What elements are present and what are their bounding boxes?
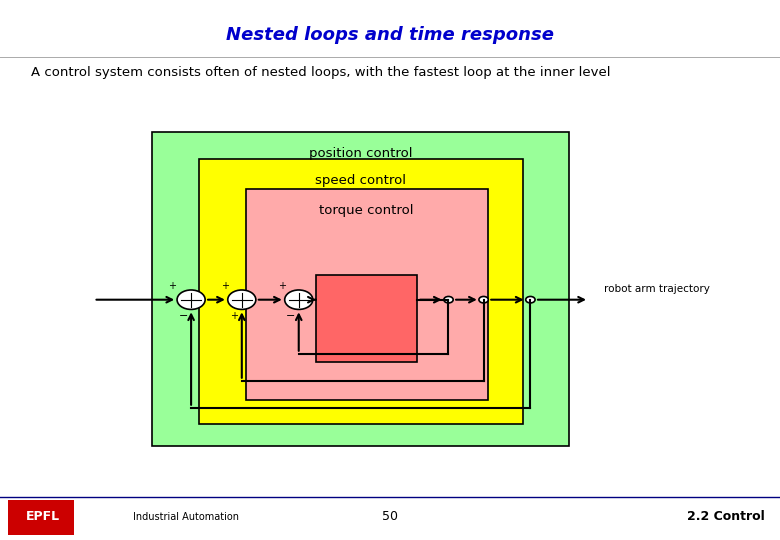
Text: +: + [168,281,176,291]
Text: robot arm trajectory: robot arm trajectory [604,284,711,294]
Text: speed control: speed control [315,174,406,187]
Text: −: − [286,311,296,321]
FancyBboxPatch shape [152,132,569,446]
Text: +: + [230,311,238,321]
Text: −: − [179,311,188,321]
Text: 50: 50 [382,510,398,523]
Circle shape [177,290,205,309]
Circle shape [526,296,535,303]
Circle shape [228,290,256,309]
Text: A control system consists often of nested loops, with the fastest loop at the in: A control system consists often of neste… [31,66,611,79]
FancyBboxPatch shape [199,159,523,424]
FancyBboxPatch shape [316,275,417,362]
Text: Nested loops and time response: Nested loops and time response [226,26,554,44]
Text: +: + [278,281,285,291]
Text: Industrial Automation: Industrial Automation [133,512,239,522]
Circle shape [444,296,453,303]
Circle shape [285,290,313,309]
FancyBboxPatch shape [8,500,74,535]
Text: torque control: torque control [319,204,414,217]
FancyBboxPatch shape [246,189,488,400]
Text: position control: position control [309,147,413,160]
Text: 2.2 Control: 2.2 Control [686,510,764,523]
Text: +: + [221,281,229,291]
Text: EPFL: EPFL [26,510,60,523]
Circle shape [479,296,488,303]
